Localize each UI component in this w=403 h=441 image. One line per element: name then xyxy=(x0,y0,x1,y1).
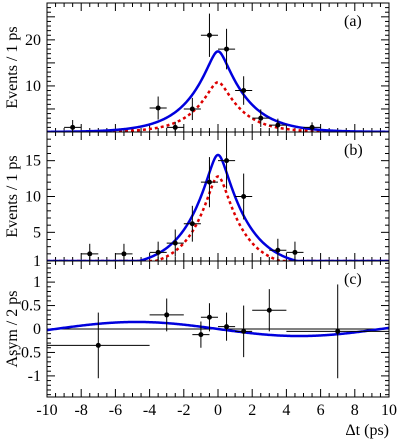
x-tick-label: 2 xyxy=(248,402,256,419)
panel-label: (b) xyxy=(344,142,363,159)
y-tick-label: 1 xyxy=(33,253,41,270)
y-axis-title: Asym / 2 ps xyxy=(4,291,21,368)
data-point xyxy=(155,105,161,111)
data-point xyxy=(121,251,127,257)
x-tick-label: -8 xyxy=(75,402,88,419)
y-tick-label: 5 xyxy=(33,224,41,241)
y-tick-label: 20 xyxy=(25,32,41,49)
data-point xyxy=(172,240,178,246)
data-point xyxy=(309,124,315,130)
data-point xyxy=(206,179,212,185)
panel-frame xyxy=(46,2,390,133)
data-point xyxy=(241,88,247,94)
y-tick-label: -0.5 xyxy=(16,344,41,361)
data-point xyxy=(206,32,212,38)
x-tick-label: 8 xyxy=(351,402,359,419)
y-tick-label: 1 xyxy=(33,274,41,291)
data-point xyxy=(224,46,230,52)
y-tick-label: 15 xyxy=(25,153,41,170)
data-point xyxy=(241,328,247,334)
y-axis-title: Events / 1 ps xyxy=(4,155,21,237)
data-point xyxy=(95,342,101,348)
data-point xyxy=(70,124,76,130)
y-tick-label: 0.5 xyxy=(21,298,41,315)
data-point xyxy=(198,332,204,338)
panel-label: (c) xyxy=(344,271,362,288)
y-tick-label: 10 xyxy=(25,78,41,95)
x-tick-label: 4 xyxy=(282,402,290,419)
y-tick-label: 10 xyxy=(25,189,41,206)
data-point xyxy=(266,307,272,313)
panel-frame xyxy=(46,131,390,262)
panel-frame xyxy=(46,260,390,398)
x-tick-label: -6 xyxy=(109,402,122,419)
data-point xyxy=(275,247,281,253)
x-tick-label: 6 xyxy=(317,402,325,419)
x-tick-label: -4 xyxy=(143,402,156,419)
data-point xyxy=(258,115,264,121)
background-fit-curve xyxy=(47,175,389,261)
data-point xyxy=(241,194,247,199)
x-tick-label: 10 xyxy=(381,402,397,419)
data-point xyxy=(172,124,178,130)
data-point xyxy=(335,328,341,334)
data-point xyxy=(87,251,93,257)
x-axis-title: Δt (ps) xyxy=(345,422,389,439)
total-fit-curve xyxy=(47,50,389,132)
y-tick-label: -1 xyxy=(28,368,41,385)
x-tick-label: 0 xyxy=(214,402,222,419)
panel-c: -1 -0.5 0 0.5 1 Asym / 2 ps (c) -10 -8 -6 -4 -2 0 2 4 6… xyxy=(4,260,397,439)
data-point xyxy=(189,106,195,112)
x-tick-label: -2 xyxy=(177,402,190,419)
data-point xyxy=(292,249,298,255)
data-point xyxy=(224,324,230,330)
total-fit-curve xyxy=(47,153,389,261)
data-point xyxy=(224,158,230,164)
data-point xyxy=(275,122,281,128)
asymmetry-fit-curve xyxy=(47,320,389,338)
data-point xyxy=(189,221,195,227)
data-point xyxy=(206,314,212,320)
panel-label: (a) xyxy=(344,13,362,30)
y-tick-label: 0 xyxy=(33,321,41,338)
data-point xyxy=(155,249,161,255)
x-tick-label: -10 xyxy=(36,402,57,419)
data-point xyxy=(164,312,170,318)
y-axis-title: Events / 1 ps xyxy=(4,26,21,108)
